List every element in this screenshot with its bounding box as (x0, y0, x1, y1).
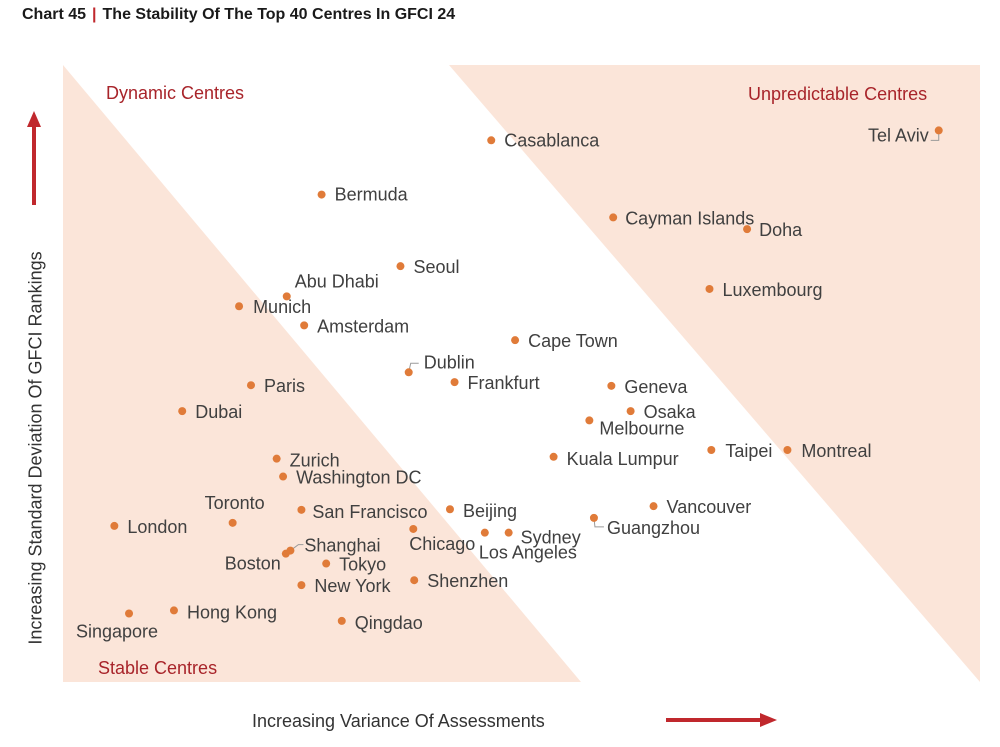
point-label-kuala-lumpur: Kuala Lumpur (567, 449, 679, 469)
point-label-sydney: Sydney (521, 528, 581, 548)
point-label-vancouver: Vancouver (667, 497, 752, 517)
data-point-seoul (396, 262, 405, 271)
point-label-cape-town: Cape Town (528, 331, 618, 351)
data-point-new-york (297, 581, 306, 590)
point-label-abu-dhabi: Abu Dhabi (295, 271, 379, 291)
point-label-dubai: Dubai (195, 402, 242, 422)
zone-label-dynamic: Dynamic Centres (106, 83, 245, 103)
data-point-luxembourg (705, 284, 714, 293)
x-axis-label: Increasing Variance Of Assessments (252, 711, 545, 731)
data-point-zurich (272, 454, 281, 463)
data-point-san-francisco (297, 505, 306, 514)
chart-title: The Stability Of The Top 40 Centres In G… (102, 6, 456, 23)
data-point-bermuda (317, 190, 326, 199)
data-point-chicago (409, 524, 418, 533)
point-label-amsterdam: Amsterdam (317, 316, 409, 336)
point-label-london: London (127, 517, 187, 537)
point-label-qingdao: Qingdao (355, 613, 423, 633)
data-point-toronto (228, 518, 237, 527)
point-label-zurich: Zurich (290, 451, 340, 471)
data-point-beijing (445, 505, 454, 514)
data-point-osaka (626, 407, 635, 416)
point-label-los-angeles: Los Angeles (479, 543, 577, 563)
point-label-singapore: Singapore (76, 622, 158, 642)
point-label-chicago: Chicago (409, 534, 475, 554)
data-point-frankfurt (450, 378, 459, 387)
point-label-washington-dc: Washington DC (296, 468, 421, 488)
y-axis-label: Increasing Standard Deviation Of GFCI Ra… (25, 251, 46, 645)
data-point-montreal (783, 446, 792, 455)
data-point-qingdao (337, 616, 346, 625)
data-point-washington-dc (279, 472, 288, 481)
data-point-kuala-lumpur (549, 452, 558, 461)
point-label-beijing: Beijing (463, 501, 517, 521)
data-point-guangzhou (589, 513, 598, 522)
data-point-hong-kong (169, 606, 178, 615)
chart-header: Chart 45 | The Stability Of The Top 40 Cen… (22, 6, 455, 24)
data-point-tokyo (322, 559, 331, 568)
zone-label-unpredictable: Unpredictable Centres (748, 84, 928, 104)
data-point-cape-town (511, 336, 520, 345)
point-label-geneva: Geneva (624, 377, 688, 397)
data-point-dublin (404, 368, 413, 377)
point-label-luxembourg: Luxembourg (722, 280, 822, 300)
data-point-paris (246, 381, 255, 390)
zone-background (63, 65, 980, 682)
data-point-amsterdam (300, 321, 309, 330)
data-point-singapore (125, 609, 134, 618)
point-label-paris: Paris (264, 376, 305, 396)
point-label-shanghai: Shanghai (304, 536, 380, 556)
point-label-melbourne: Melbourne (599, 418, 684, 438)
point-label-boston: Boston (225, 554, 281, 574)
point-label-doha: Doha (759, 220, 803, 240)
data-point-london (110, 521, 119, 530)
point-label-dublin: Dublin (424, 352, 475, 372)
point-label-toronto: Toronto (205, 493, 265, 513)
data-point-shenzhen (410, 576, 419, 585)
data-point-taipei (707, 446, 716, 455)
header-separator: | (92, 6, 97, 23)
data-point-munich (235, 302, 244, 311)
data-point-dubai (178, 407, 187, 416)
y-direction-arrow-head (27, 111, 41, 127)
zone-label-stable: Stable Centres (98, 658, 218, 678)
data-point-cayman-islands (609, 213, 618, 222)
data-point-los-angeles (480, 528, 489, 537)
point-label-seoul: Seoul (413, 257, 459, 277)
point-label-hong-kong: Hong Kong (187, 602, 277, 622)
point-label-new-york: New York (314, 576, 391, 596)
point-label-taipei: Taipei (725, 441, 772, 461)
point-label-casablanca: Casablanca (504, 130, 600, 150)
axis-arrows (27, 111, 777, 727)
data-point-vancouver (649, 502, 658, 511)
data-point-tel-aviv (934, 126, 943, 135)
data-point-boston (281, 549, 290, 558)
point-label-cayman-islands: Cayman Islands (625, 208, 754, 228)
zone-unpredictable-area (449, 65, 980, 682)
point-label-munich: Munich (253, 297, 311, 317)
chart-number: Chart 45 (22, 6, 87, 23)
data-point-geneva (607, 381, 616, 390)
point-label-frankfurt: Frankfurt (468, 373, 540, 393)
data-point-abu-dhabi (282, 292, 291, 301)
zone-stable-area (63, 65, 581, 682)
point-label-tel-aviv: Tel Aviv (868, 125, 929, 145)
x-direction-arrow-head (760, 713, 777, 727)
point-label-bermuda: Bermuda (335, 185, 409, 205)
point-label-tokyo: Tokyo (339, 555, 386, 575)
point-label-osaka: Osaka (644, 402, 697, 422)
point-label-san-francisco: San Francisco (312, 502, 427, 522)
data-point-doha (743, 225, 752, 234)
data-point-casablanca (487, 136, 496, 145)
point-label-shenzhen: Shenzhen (427, 571, 508, 591)
data-point-melbourne (585, 416, 594, 425)
point-label-montreal: Montreal (801, 441, 871, 461)
data-point-sydney (504, 528, 513, 537)
point-label-guangzhou: Guangzhou (607, 518, 700, 538)
